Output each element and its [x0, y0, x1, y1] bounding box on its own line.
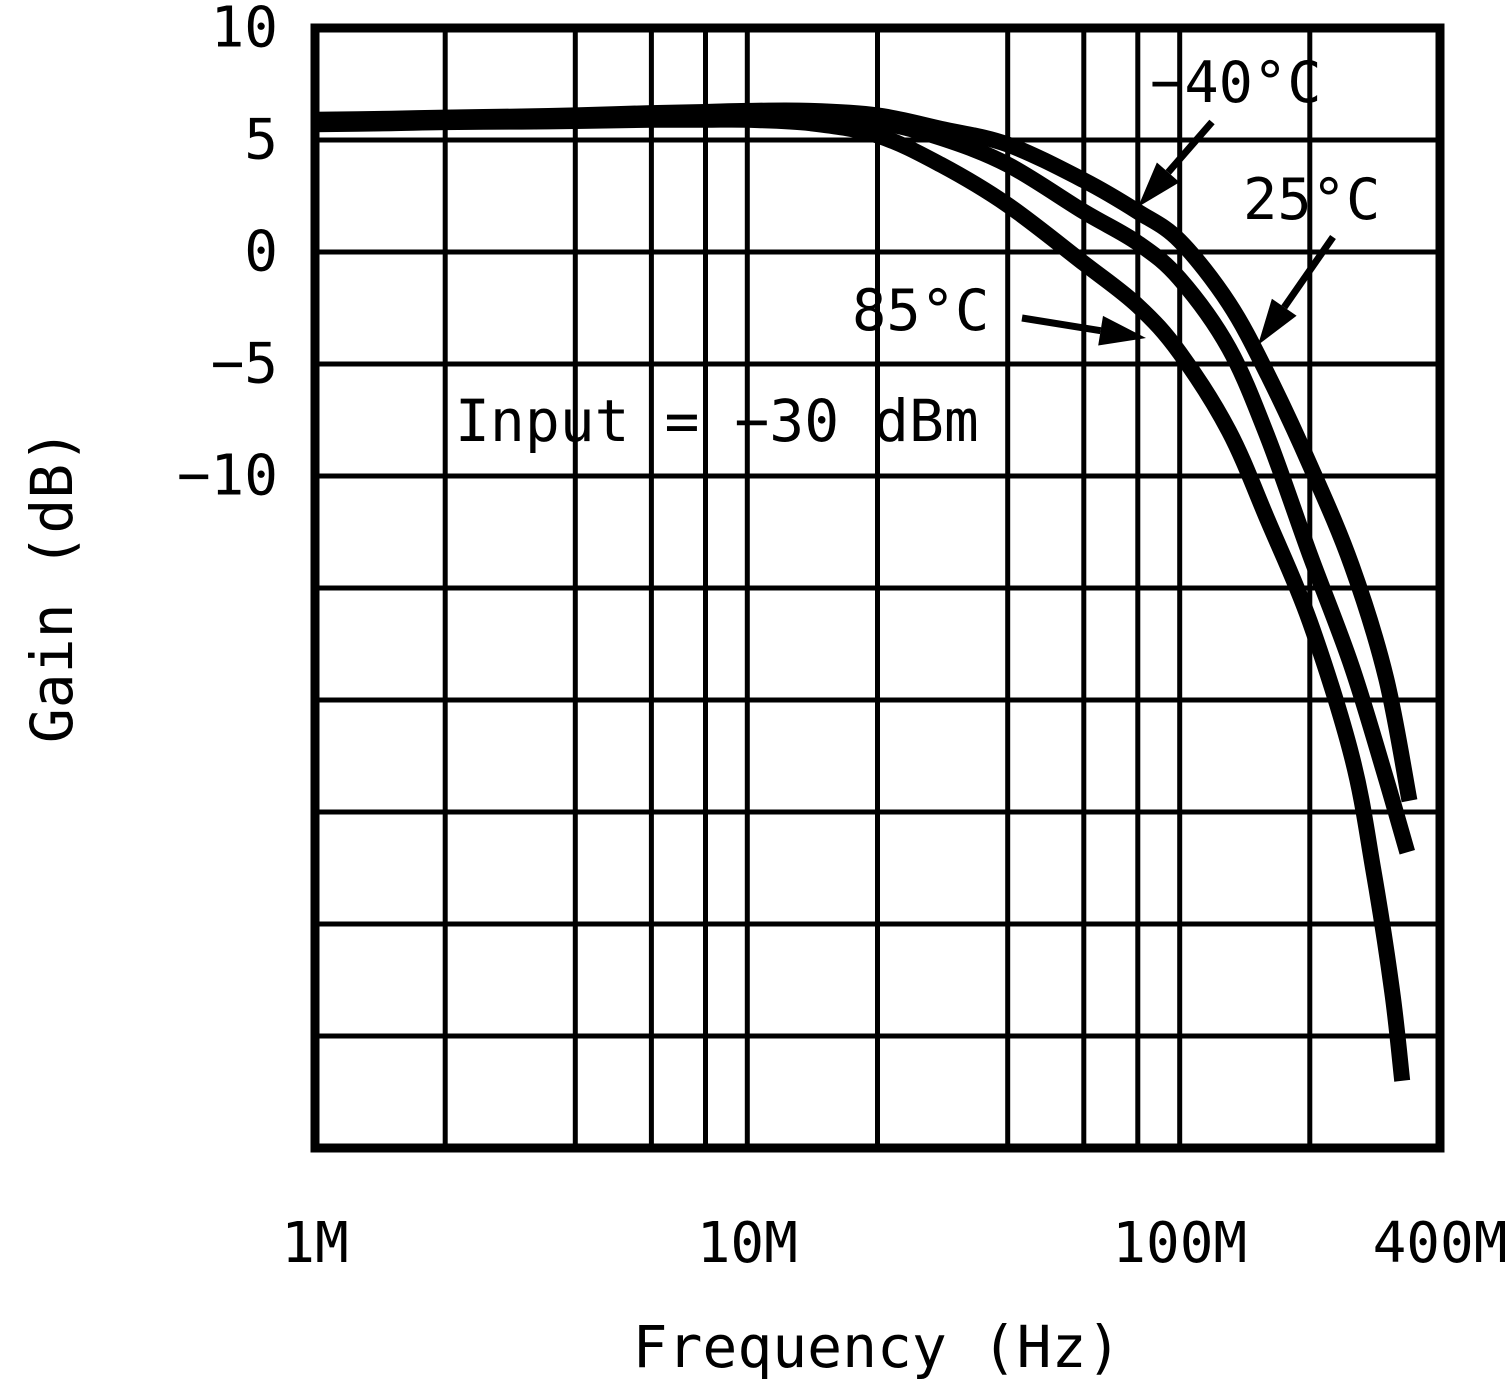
x-axis-title: Frequency (Hz): [632, 1313, 1122, 1380]
y-tick-label--5: −5: [211, 332, 278, 397]
arrow-25c-head: [1258, 298, 1297, 345]
arrow-85c-head: [1098, 315, 1146, 346]
y-tick-labels: 10 5 0 −5 −10: [177, 0, 278, 509]
y-tick-label-10: 10: [211, 0, 278, 61]
arrow-minus40c-line: [1165, 119, 1215, 175]
arrow-85c-line: [1021, 314, 1102, 335]
y-gridlines: [315, 137, 1440, 1039]
y-tick-label-5: 5: [244, 108, 278, 173]
x-tick-label-10M: 10M: [697, 1211, 798, 1276]
series-label-minus40c: −40°C: [1150, 50, 1322, 116]
series-label-85c: 85°C: [852, 278, 990, 344]
arrow-25c-line: [1281, 235, 1336, 310]
x-tick-label-400M: 400M: [1373, 1211, 1505, 1276]
arrow-minus40c-head: [1138, 162, 1180, 207]
curve-85C: [314, 111, 1411, 1082]
leader-arrows: [1021, 119, 1336, 346]
y-axis-title: Gain (dB): [18, 428, 86, 744]
series-label-25c: 25°C: [1243, 167, 1381, 233]
y-tick-label-0: 0: [244, 220, 278, 285]
x-tick-labels: 1M 10M 100M 400M: [281, 1211, 1505, 1276]
input-level-annotation: Input = −30 dBm: [455, 387, 979, 455]
plot-frame: [310, 23, 1445, 1153]
y-tick-label--10: −10: [177, 444, 278, 509]
curves: [314, 102, 1418, 1082]
x-tick-label-1M: 1M: [281, 1211, 348, 1276]
x-tick-label-100M: 100M: [1112, 1211, 1247, 1276]
